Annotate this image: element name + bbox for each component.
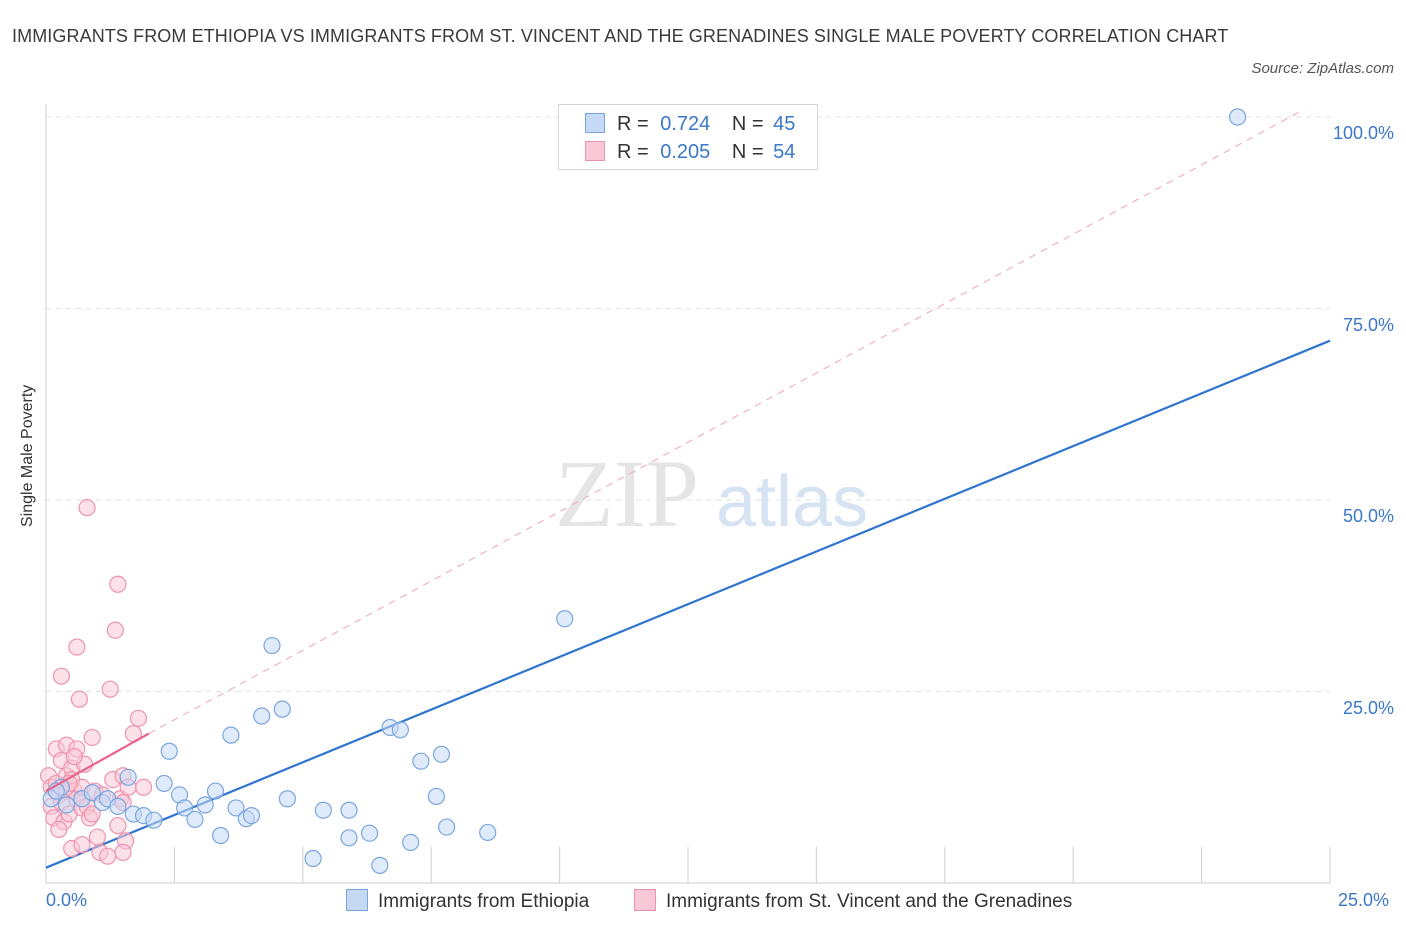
point-ethiopia <box>427 787 445 806</box>
point-ethiopia <box>273 700 291 718</box>
legend-n-ethiopia: 45 <box>773 113 796 135</box>
y-tick-label: 50.0% <box>1342 506 1394 526</box>
legend-r-stvincent: 0.205 <box>660 141 711 163</box>
trend-lines <box>45 108 1331 869</box>
point-ethiopia <box>119 768 137 786</box>
point-stvincent <box>73 836 91 854</box>
point-ethiopia <box>155 774 173 793</box>
legend-r-label: R = <box>617 141 649 163</box>
point-stvincent <box>101 680 119 698</box>
bottom-legend-swatch-stvincent <box>634 889 656 911</box>
point-ethiopia <box>360 824 379 842</box>
point-stvincent <box>70 690 88 708</box>
point-stvincent <box>109 575 127 593</box>
point-ethiopia <box>263 636 281 655</box>
point-ethiopia <box>556 610 574 628</box>
point-ethiopia <box>253 707 271 725</box>
axes-layer <box>45 104 1331 884</box>
legend-n-label: N = <box>731 113 764 135</box>
point-ethiopia <box>412 752 430 770</box>
bottom-legend-swatch-ethiopia <box>346 889 368 911</box>
x-tick-label-max: 25.0% <box>1338 890 1390 910</box>
point-ethiopia <box>278 790 296 808</box>
point-stvincent <box>99 847 117 865</box>
trend-line-ethiopia <box>45 339 1331 869</box>
point-stvincent <box>78 499 96 517</box>
point-ethiopia <box>402 833 420 852</box>
point-ethiopia <box>176 799 194 817</box>
watermark-atlas: atlas <box>716 462 868 542</box>
point-ethiopia <box>109 797 127 816</box>
point-ethiopia <box>227 799 245 817</box>
point-stvincent <box>134 778 153 796</box>
point-ethiopia <box>314 801 332 819</box>
stats-legend: R = 0.724 N = 45 R = 0.205 N = 54 <box>558 104 818 170</box>
point-ethiopia <box>432 745 451 763</box>
y-tick-label: 75.0% <box>1342 314 1394 335</box>
x-tick-label-min: 0.0% <box>46 890 88 910</box>
point-ethiopia <box>479 823 497 842</box>
legend-row-stvincent: R = 0.205 N = 54 <box>585 141 795 167</box>
watermark-zip: ZIP <box>555 440 699 547</box>
y-axis-label: Single Male Poverty <box>19 384 36 527</box>
point-ethiopia <box>145 811 163 829</box>
y-tick-label: 25.0% <box>1342 697 1394 718</box>
point-ethiopia <box>371 856 389 874</box>
point-ethiopia <box>340 829 358 847</box>
bottom-legend-ethiopia: Immigrants from Ethiopia <box>346 889 589 913</box>
point-ethiopia <box>391 721 409 739</box>
point-ethiopia <box>438 818 456 836</box>
point-ethiopia <box>242 806 261 825</box>
bottom-legend-label-stvincent: Immigrants from St. Vincent and the Gren… <box>666 891 1073 912</box>
point-ethiopia <box>1228 108 1247 126</box>
point-ethiopia <box>304 849 322 868</box>
point-stvincent <box>83 805 101 823</box>
point-ethiopia <box>186 810 204 829</box>
point-ethiopia <box>340 801 358 819</box>
point-ethiopia <box>160 742 178 760</box>
point-ethiopia <box>196 796 214 814</box>
legend-swatch-stvincent <box>585 141 605 161</box>
point-ethiopia <box>57 796 76 814</box>
legend-n-label: N = <box>731 141 764 163</box>
point-stvincent <box>129 709 148 727</box>
bottom-legend-stvincent: Immigrants from St. Vincent and the Gren… <box>634 889 1072 913</box>
legend-r-label: R = <box>617 113 649 135</box>
point-stvincent <box>109 816 127 835</box>
point-stvincent <box>114 843 132 861</box>
point-stvincent <box>68 638 86 656</box>
point-stvincent <box>50 820 68 838</box>
point-stvincent <box>65 748 83 766</box>
point-ethiopia <box>212 826 230 845</box>
legend-row-ethiopia: R = 0.724 N = 45 <box>585 113 795 139</box>
watermark: ZIP atlas <box>555 440 868 547</box>
point-ethiopia <box>222 726 240 744</box>
chart-title: IMMIGRANTS FROM ETHIOPIA VS IMMIGRANTS F… <box>12 26 1229 46</box>
point-stvincent <box>52 667 71 685</box>
point-stvincent <box>83 728 101 747</box>
point-ethiopia <box>83 784 101 802</box>
point-ethiopia <box>206 782 225 800</box>
trend-line-stvincent-dashed <box>148 108 1305 735</box>
legend-r-ethiopia: 0.724 <box>660 113 711 135</box>
bottom-legend-label-ethiopia: Immigrants from Ethiopia <box>378 891 590 912</box>
points-layer <box>39 108 1247 874</box>
y-tick-label: 100.0% <box>1332 123 1394 143</box>
legend-swatch-ethiopia <box>585 113 605 133</box>
chart-source: Source: ZipAtlas.com <box>1251 60 1394 77</box>
legend-n-stvincent: 54 <box>773 141 796 163</box>
point-stvincent <box>106 621 124 639</box>
point-stvincent <box>88 828 106 846</box>
trend-line-stvincent <box>45 732 150 793</box>
grid-layer <box>46 116 1330 692</box>
